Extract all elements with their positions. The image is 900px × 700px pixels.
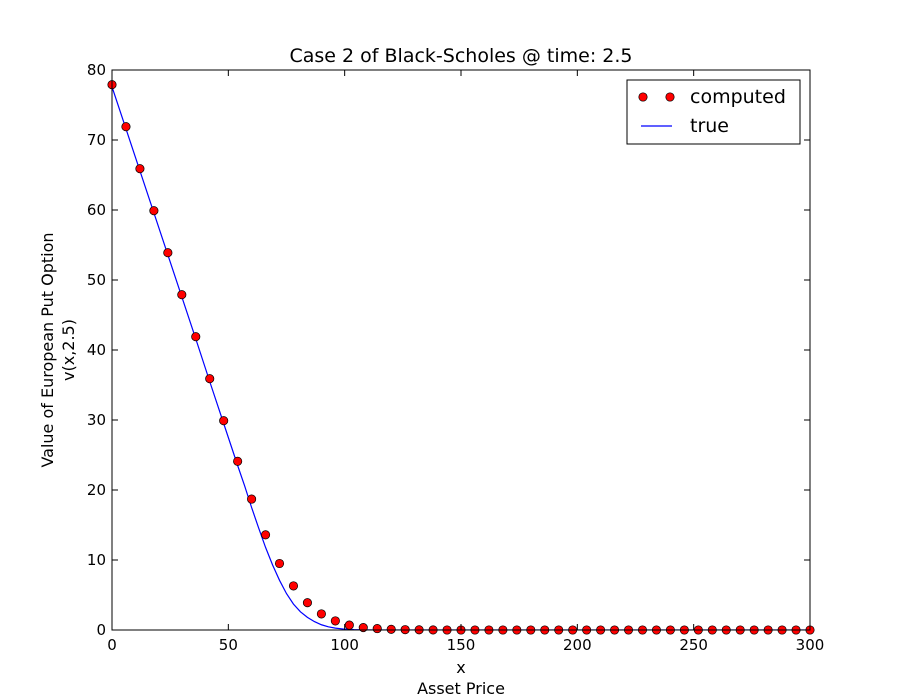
- computed-point: [288, 581, 299, 591]
- y-tick-label: 60: [87, 201, 106, 219]
- y-tick-label: 70: [87, 131, 106, 149]
- axis-ticks: 0 50 100 150 200 250 300 0 10 20 30 40 50 60 70 80: [87, 61, 824, 654]
- x-tick-label: 100: [330, 636, 359, 654]
- computed-point: [261, 530, 271, 540]
- y-tick-label: 10: [87, 551, 106, 569]
- x-tick-label: 200: [563, 636, 592, 654]
- y-tick-label: 80: [87, 61, 106, 79]
- computed-point: [135, 164, 145, 174]
- legend-label-true: true: [690, 115, 729, 137]
- computed-point: [344, 620, 354, 630]
- y-tick-label: 30: [87, 411, 106, 429]
- y-tick-label: 0: [96, 621, 106, 639]
- x-tick-label: 150: [447, 636, 476, 654]
- computed-point: [149, 206, 159, 216]
- computed-point: [163, 248, 173, 258]
- legend: computed true: [626, 79, 801, 145]
- computed-point: [386, 624, 396, 634]
- computed-point: [233, 456, 243, 466]
- y-axis-sublabel: v(x,2.5): [59, 319, 78, 381]
- computed-point: [121, 122, 131, 132]
- y-axis-label: Value of European Put Option: [38, 232, 57, 467]
- computed-point: [191, 332, 201, 342]
- computed-point: [205, 374, 215, 384]
- legend-computed-marker: [665, 92, 675, 102]
- y-tick-label: 50: [87, 271, 106, 289]
- computed-point: [177, 290, 187, 300]
- x-axis-label: x: [456, 658, 465, 677]
- legend-computed-marker: [638, 92, 648, 102]
- computed-point: [219, 416, 229, 426]
- legend-label-computed: computed: [690, 86, 786, 108]
- x-tick-label: 50: [219, 636, 238, 654]
- legend-box: [626, 79, 801, 145]
- chart-title: Case 2 of Black-Scholes @ time: 2.5: [290, 45, 633, 67]
- computed-point: [302, 598, 312, 608]
- computed-point: [247, 494, 257, 504]
- computed-point: [274, 558, 285, 569]
- computed-point: [372, 624, 382, 634]
- x-axis-sublabel: Asset Price: [417, 679, 505, 698]
- computed-point: [316, 609, 326, 619]
- computed-point: [330, 616, 340, 626]
- y-tick-label: 40: [87, 341, 106, 359]
- y-tick-label: 20: [87, 481, 106, 499]
- x-tick-label: 250: [679, 636, 708, 654]
- x-tick-label: 0: [107, 636, 117, 654]
- x-tick-label: 300: [796, 636, 825, 654]
